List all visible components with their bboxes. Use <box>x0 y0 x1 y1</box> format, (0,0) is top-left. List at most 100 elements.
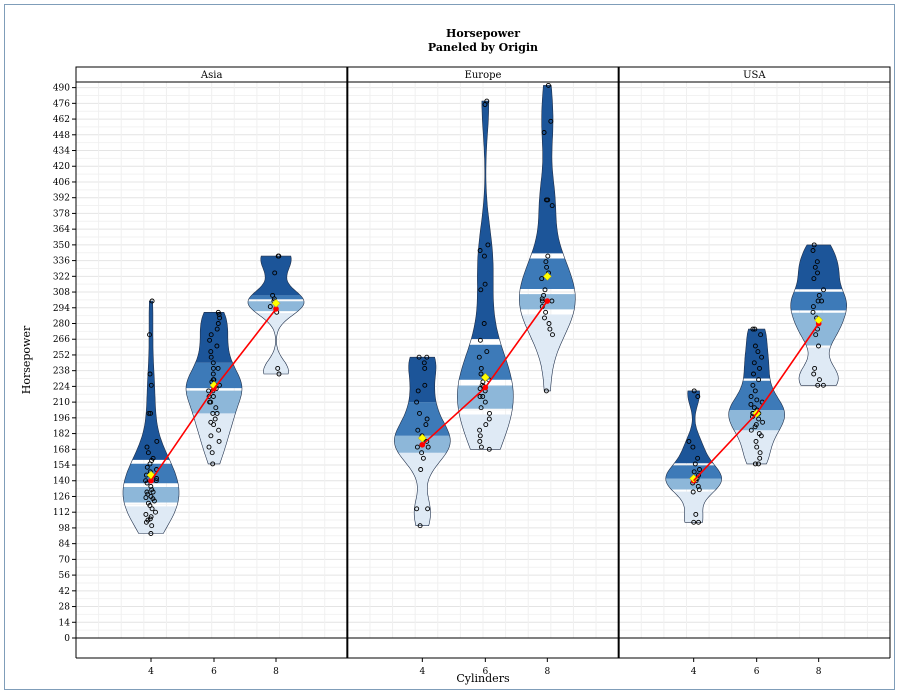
violin-band <box>457 385 514 409</box>
data-point <box>539 276 545 282</box>
y-tick-label: 448 <box>53 131 70 141</box>
data-point <box>696 472 702 478</box>
violin-chart: Horsepower Paneled by Origin Cylinders H… <box>20 27 891 685</box>
data-point <box>758 332 764 338</box>
data-point <box>425 506 431 512</box>
data-point <box>477 248 483 253</box>
data-point <box>154 476 160 481</box>
data-point <box>418 467 424 472</box>
data-point <box>810 304 816 310</box>
data-point <box>145 491 151 497</box>
data-point <box>215 309 221 315</box>
y-tick-label: 140 <box>53 477 70 487</box>
median-connect-line <box>693 323 820 482</box>
data-point <box>759 354 765 360</box>
data-point <box>543 259 549 265</box>
data-point <box>542 315 547 321</box>
data-point <box>484 349 490 355</box>
chart-frame: Horsepower Paneled by Origin Cylinders H… <box>4 4 895 690</box>
x-tick-label: 4 <box>148 667 154 677</box>
data-point <box>752 343 758 349</box>
data-point <box>545 82 551 88</box>
data-point <box>147 516 153 522</box>
x-tick-label: 8 <box>816 667 822 677</box>
data-point <box>810 309 816 315</box>
data-point <box>485 242 491 248</box>
data-point <box>477 438 483 444</box>
panel-header-label: Europe <box>465 70 502 81</box>
data-point <box>813 332 819 338</box>
violin-band <box>673 491 714 523</box>
violin-band <box>790 291 847 311</box>
data-point <box>751 360 757 366</box>
y-tick-label: 196 <box>53 414 70 424</box>
y-tick-label: 294 <box>53 304 70 314</box>
violin-europe-6 <box>456 98 514 452</box>
data-point <box>149 506 155 512</box>
violin-band <box>195 312 233 363</box>
data-point <box>543 309 549 315</box>
violin-band <box>471 101 500 339</box>
panel-header-label: USA <box>743 70 766 81</box>
y-tick-label: 308 <box>53 288 70 298</box>
data-point <box>417 410 422 416</box>
data-point <box>811 276 817 282</box>
data-point <box>820 382 826 388</box>
data-point <box>148 410 154 416</box>
y-tick-label: 28 <box>59 603 71 613</box>
violin-band <box>408 357 437 403</box>
y-tick-label: 56 <box>59 571 71 581</box>
data-point <box>755 349 761 355</box>
data-point <box>815 298 821 304</box>
data-point <box>275 365 281 371</box>
data-point <box>812 264 818 270</box>
data-point <box>144 464 150 470</box>
violin-outline <box>665 390 723 523</box>
y-tick-label: 462 <box>53 115 70 125</box>
data-point <box>415 388 421 394</box>
data-point <box>753 438 759 444</box>
data-point <box>210 365 216 371</box>
data-point <box>544 264 550 270</box>
data-point <box>424 354 430 360</box>
x-tick-label: 6 <box>482 667 488 677</box>
data-point <box>153 478 159 484</box>
y-tick-label: 182 <box>53 430 70 440</box>
mean-marker <box>480 373 490 382</box>
violin-usa-6 <box>728 326 786 467</box>
data-point <box>756 377 762 383</box>
data-point <box>145 500 151 506</box>
data-point <box>212 416 218 422</box>
data-point <box>217 315 223 321</box>
data-point <box>756 431 762 437</box>
data-point <box>691 469 697 475</box>
data-point <box>145 517 151 523</box>
data-point <box>210 461 216 467</box>
data-point <box>477 394 483 399</box>
violin-band <box>459 344 512 380</box>
data-point <box>482 399 488 405</box>
data-point <box>484 98 490 104</box>
mean-marker <box>417 433 427 443</box>
y-tick-label: 98 <box>59 524 71 534</box>
data-point <box>751 405 757 411</box>
y-tick-label: 238 <box>53 367 70 377</box>
data-point <box>695 455 701 461</box>
violin-band <box>251 256 301 296</box>
data-point <box>695 394 701 399</box>
data-point <box>144 444 150 450</box>
data-point <box>216 312 222 317</box>
data-point <box>478 405 484 411</box>
data-point <box>414 506 420 512</box>
data-point <box>750 326 756 332</box>
y-tick-label: 336 <box>53 257 70 267</box>
data-point <box>811 371 817 377</box>
data-point <box>754 397 760 403</box>
data-point <box>276 371 282 377</box>
data-point <box>690 444 696 450</box>
data-point <box>267 304 273 310</box>
data-point <box>208 354 214 360</box>
violin-band <box>665 478 722 490</box>
data-point <box>424 438 430 444</box>
x-tick-label: 6 <box>754 667 760 677</box>
